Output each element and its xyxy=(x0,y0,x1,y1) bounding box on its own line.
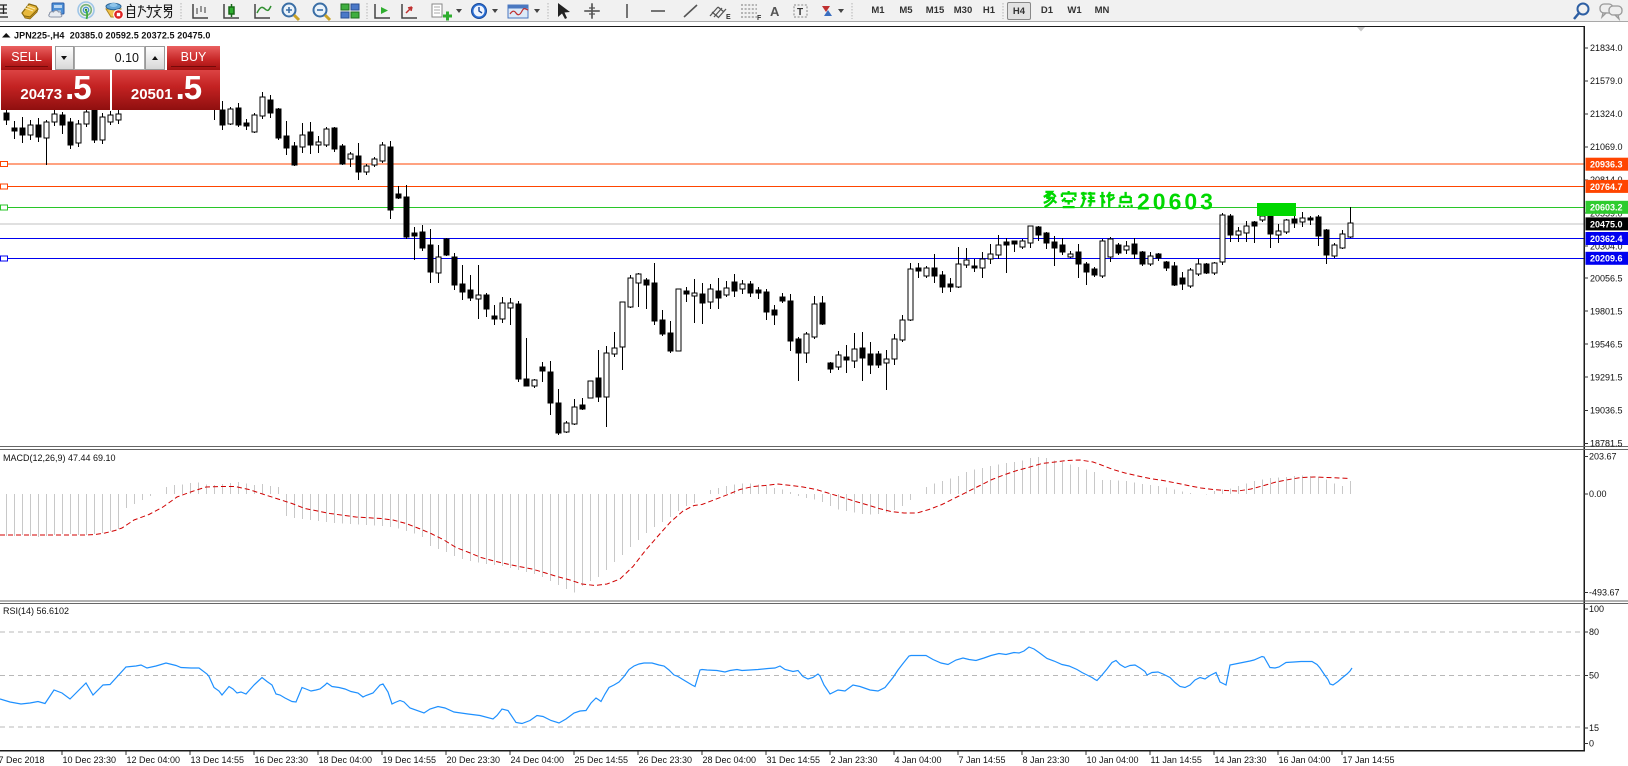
svg-text:18 Dec 04:00: 18 Dec 04:00 xyxy=(319,755,373,765)
svg-text:19291.5: 19291.5 xyxy=(1590,372,1623,382)
svg-text:31 Dec 14:55: 31 Dec 14:55 xyxy=(767,755,821,765)
svg-text:80: 80 xyxy=(1589,627,1599,637)
svg-text:19801.5: 19801.5 xyxy=(1590,306,1623,316)
svg-text:21579.0: 21579.0 xyxy=(1590,76,1623,86)
svg-text:19 Dec 14:55: 19 Dec 14:55 xyxy=(383,755,437,765)
svg-text:2 Jan 23:30: 2 Jan 23:30 xyxy=(831,755,878,765)
svg-text:100: 100 xyxy=(1589,604,1604,614)
svg-text:24 Dec 04:00: 24 Dec 04:00 xyxy=(511,755,565,765)
svg-text:20 Dec 23:30: 20 Dec 23:30 xyxy=(447,755,501,765)
svg-text:19546.5: 19546.5 xyxy=(1590,339,1623,349)
svg-text:0: 0 xyxy=(1589,739,1594,749)
svg-text:4 Jan 04:00: 4 Jan 04:00 xyxy=(895,755,942,765)
svg-text:20209.6: 20209.6 xyxy=(1590,254,1623,264)
svg-text:A: A xyxy=(770,4,780,19)
svg-text:20764.7: 20764.7 xyxy=(1590,182,1623,192)
svg-text:17 Jan 14:55: 17 Jan 14:55 xyxy=(1343,755,1395,765)
svg-text:21834.0: 21834.0 xyxy=(1590,43,1623,53)
svg-text:19036.5: 19036.5 xyxy=(1590,406,1623,416)
svg-text:20362.4: 20362.4 xyxy=(1590,234,1623,244)
svg-text:20304.0: 20304.0 xyxy=(1590,241,1623,251)
svg-text:203.67: 203.67 xyxy=(1589,452,1617,462)
svg-text:20603.2: 20603.2 xyxy=(1590,203,1623,213)
svg-text:11 Jan 14:55: 11 Jan 14:55 xyxy=(1151,755,1202,765)
svg-text:JPN225-,H4 20385.0 20592.5 20: JPN225-,H4 20385.0 20592.5 20372.5 20475… xyxy=(14,31,210,41)
svg-text:20936.3: 20936.3 xyxy=(1590,160,1623,170)
svg-text:8 Jan 23:30: 8 Jan 23:30 xyxy=(1023,755,1070,765)
svg-text:25 Dec 14:55: 25 Dec 14:55 xyxy=(575,755,629,765)
svg-text:E: E xyxy=(726,14,731,21)
svg-text:16 Dec 23:30: 16 Dec 23:30 xyxy=(255,755,309,765)
svg-text:20475.0: 20475.0 xyxy=(1590,219,1623,229)
svg-text:7 Dec 2018: 7 Dec 2018 xyxy=(0,755,45,765)
svg-text:26 Dec 23:30: 26 Dec 23:30 xyxy=(639,755,693,765)
svg-text:RSI(14) 56.6102: RSI(14) 56.6102 xyxy=(3,606,69,616)
svg-text:T: T xyxy=(797,7,803,18)
svg-text:20603: 20603 xyxy=(1137,189,1216,215)
svg-text:7 Jan 14:55: 7 Jan 14:55 xyxy=(959,755,1006,765)
svg-text:50: 50 xyxy=(1589,671,1599,681)
svg-text:15: 15 xyxy=(1589,723,1599,733)
svg-text:21324.0: 21324.0 xyxy=(1590,109,1623,119)
svg-text:16 Jan 04:00: 16 Jan 04:00 xyxy=(1279,755,1331,765)
svg-text:10 Dec 23:30: 10 Dec 23:30 xyxy=(63,755,117,765)
svg-text:0.00: 0.00 xyxy=(1589,489,1607,499)
svg-text:14 Jan 23:30: 14 Jan 23:30 xyxy=(1215,755,1267,765)
svg-text:MACD(12,26,9) 47.44 69.10: MACD(12,26,9) 47.44 69.10 xyxy=(3,453,116,463)
svg-text:-493.67: -493.67 xyxy=(1589,588,1620,598)
svg-text:10 Jan 04:00: 10 Jan 04:00 xyxy=(1087,755,1139,765)
svg-text:18781.5: 18781.5 xyxy=(1590,439,1623,449)
svg-text:13 Dec 14:55: 13 Dec 14:55 xyxy=(191,755,245,765)
svg-text:20056.5: 20056.5 xyxy=(1590,273,1623,283)
svg-text:F: F xyxy=(757,15,762,22)
svg-text:21069.0: 21069.0 xyxy=(1590,142,1623,152)
svg-text:12 Dec 04:00: 12 Dec 04:00 xyxy=(127,755,181,765)
svg-text:28 Dec 04:00: 28 Dec 04:00 xyxy=(703,755,757,765)
